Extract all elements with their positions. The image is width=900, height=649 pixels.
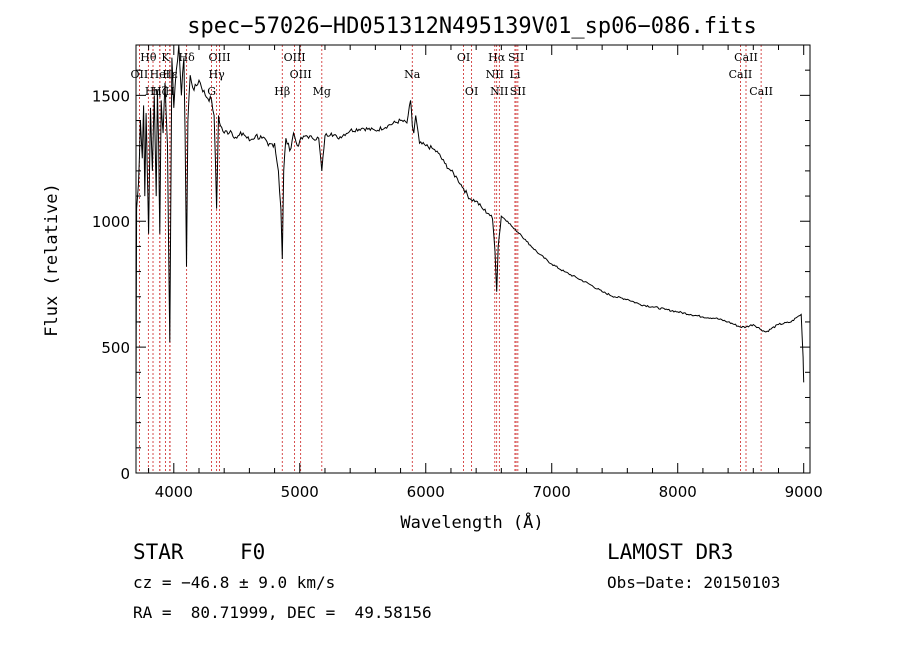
coordinates: RA = 80.71999, DEC = 49.58156 bbox=[133, 603, 432, 622]
line-label-9: G bbox=[207, 85, 216, 98]
x-tick-label: 5000 bbox=[281, 483, 319, 501]
line-label-10: OIII bbox=[208, 51, 230, 64]
line-label-5: K bbox=[161, 51, 170, 64]
line-label-23: Li bbox=[510, 68, 521, 81]
spectral-class: F0 bbox=[240, 540, 266, 564]
x-tick-label: 8000 bbox=[659, 483, 697, 501]
x-tick-label: 7000 bbox=[533, 483, 571, 501]
y-tick-label: 1500 bbox=[92, 87, 130, 105]
line-label-7: H bbox=[165, 85, 175, 98]
line-label-19: Hα bbox=[488, 51, 506, 64]
survey-name: LAMOST DR3 bbox=[607, 540, 734, 564]
y-tick-label: 1000 bbox=[92, 213, 130, 231]
x-tick-label: 9000 bbox=[785, 483, 823, 501]
line-label-1: OII bbox=[131, 68, 149, 81]
line-label-16: Na bbox=[404, 68, 421, 81]
line-label-14: OIII bbox=[290, 68, 312, 81]
obs-date: Obs−Date: 20150103 bbox=[607, 573, 781, 592]
object-type: STAR bbox=[133, 540, 184, 564]
line-label-11: Hγ bbox=[209, 68, 226, 81]
line-label-17: OI bbox=[457, 51, 470, 64]
axis-ticks: 4000 5000 6000 7000 8000 9000 0 500 1000 1500 bbox=[92, 44, 823, 501]
line-label-13: OIII bbox=[284, 51, 306, 64]
line-label-27: CaII bbox=[749, 85, 773, 98]
line-label-26: CaII bbox=[729, 68, 753, 81]
x-axis-label: Wavelength (Å) bbox=[400, 511, 543, 533]
line-label-25: CaII bbox=[734, 51, 758, 64]
y-tick-label: 500 bbox=[101, 339, 130, 357]
chart-title: spec−57026−HD051312N495139V01_sp06−086.f… bbox=[187, 14, 757, 39]
line-label-24: SII bbox=[510, 85, 526, 98]
line-label-18: OI bbox=[465, 85, 478, 98]
redshift-value: cz = −46.8 ± 9.0 km/s bbox=[133, 573, 336, 592]
line-label-20: NII bbox=[486, 68, 504, 81]
line-label-15: Mg bbox=[313, 85, 331, 98]
spectrum-line bbox=[135, 44, 805, 398]
emission-line-markers: HθOIIHηHeIHζKHεHHδGOIIIHγHβOIIIOIIIMgNaO… bbox=[131, 45, 773, 473]
line-label-21: NII bbox=[490, 85, 508, 98]
line-label-0: Hθ bbox=[140, 51, 157, 64]
x-tick-label: 6000 bbox=[407, 483, 445, 501]
line-label-8: Hδ bbox=[179, 51, 196, 64]
x-tick-label: 4000 bbox=[155, 483, 193, 501]
line-label-4: Hζ bbox=[152, 85, 168, 98]
plot-frame bbox=[135, 44, 811, 474]
y-tick-label: 0 bbox=[120, 465, 130, 483]
line-label-22: SII bbox=[508, 51, 524, 64]
y-axis-label: Flux (relative) bbox=[42, 183, 62, 337]
line-label-12: Hβ bbox=[274, 85, 290, 98]
